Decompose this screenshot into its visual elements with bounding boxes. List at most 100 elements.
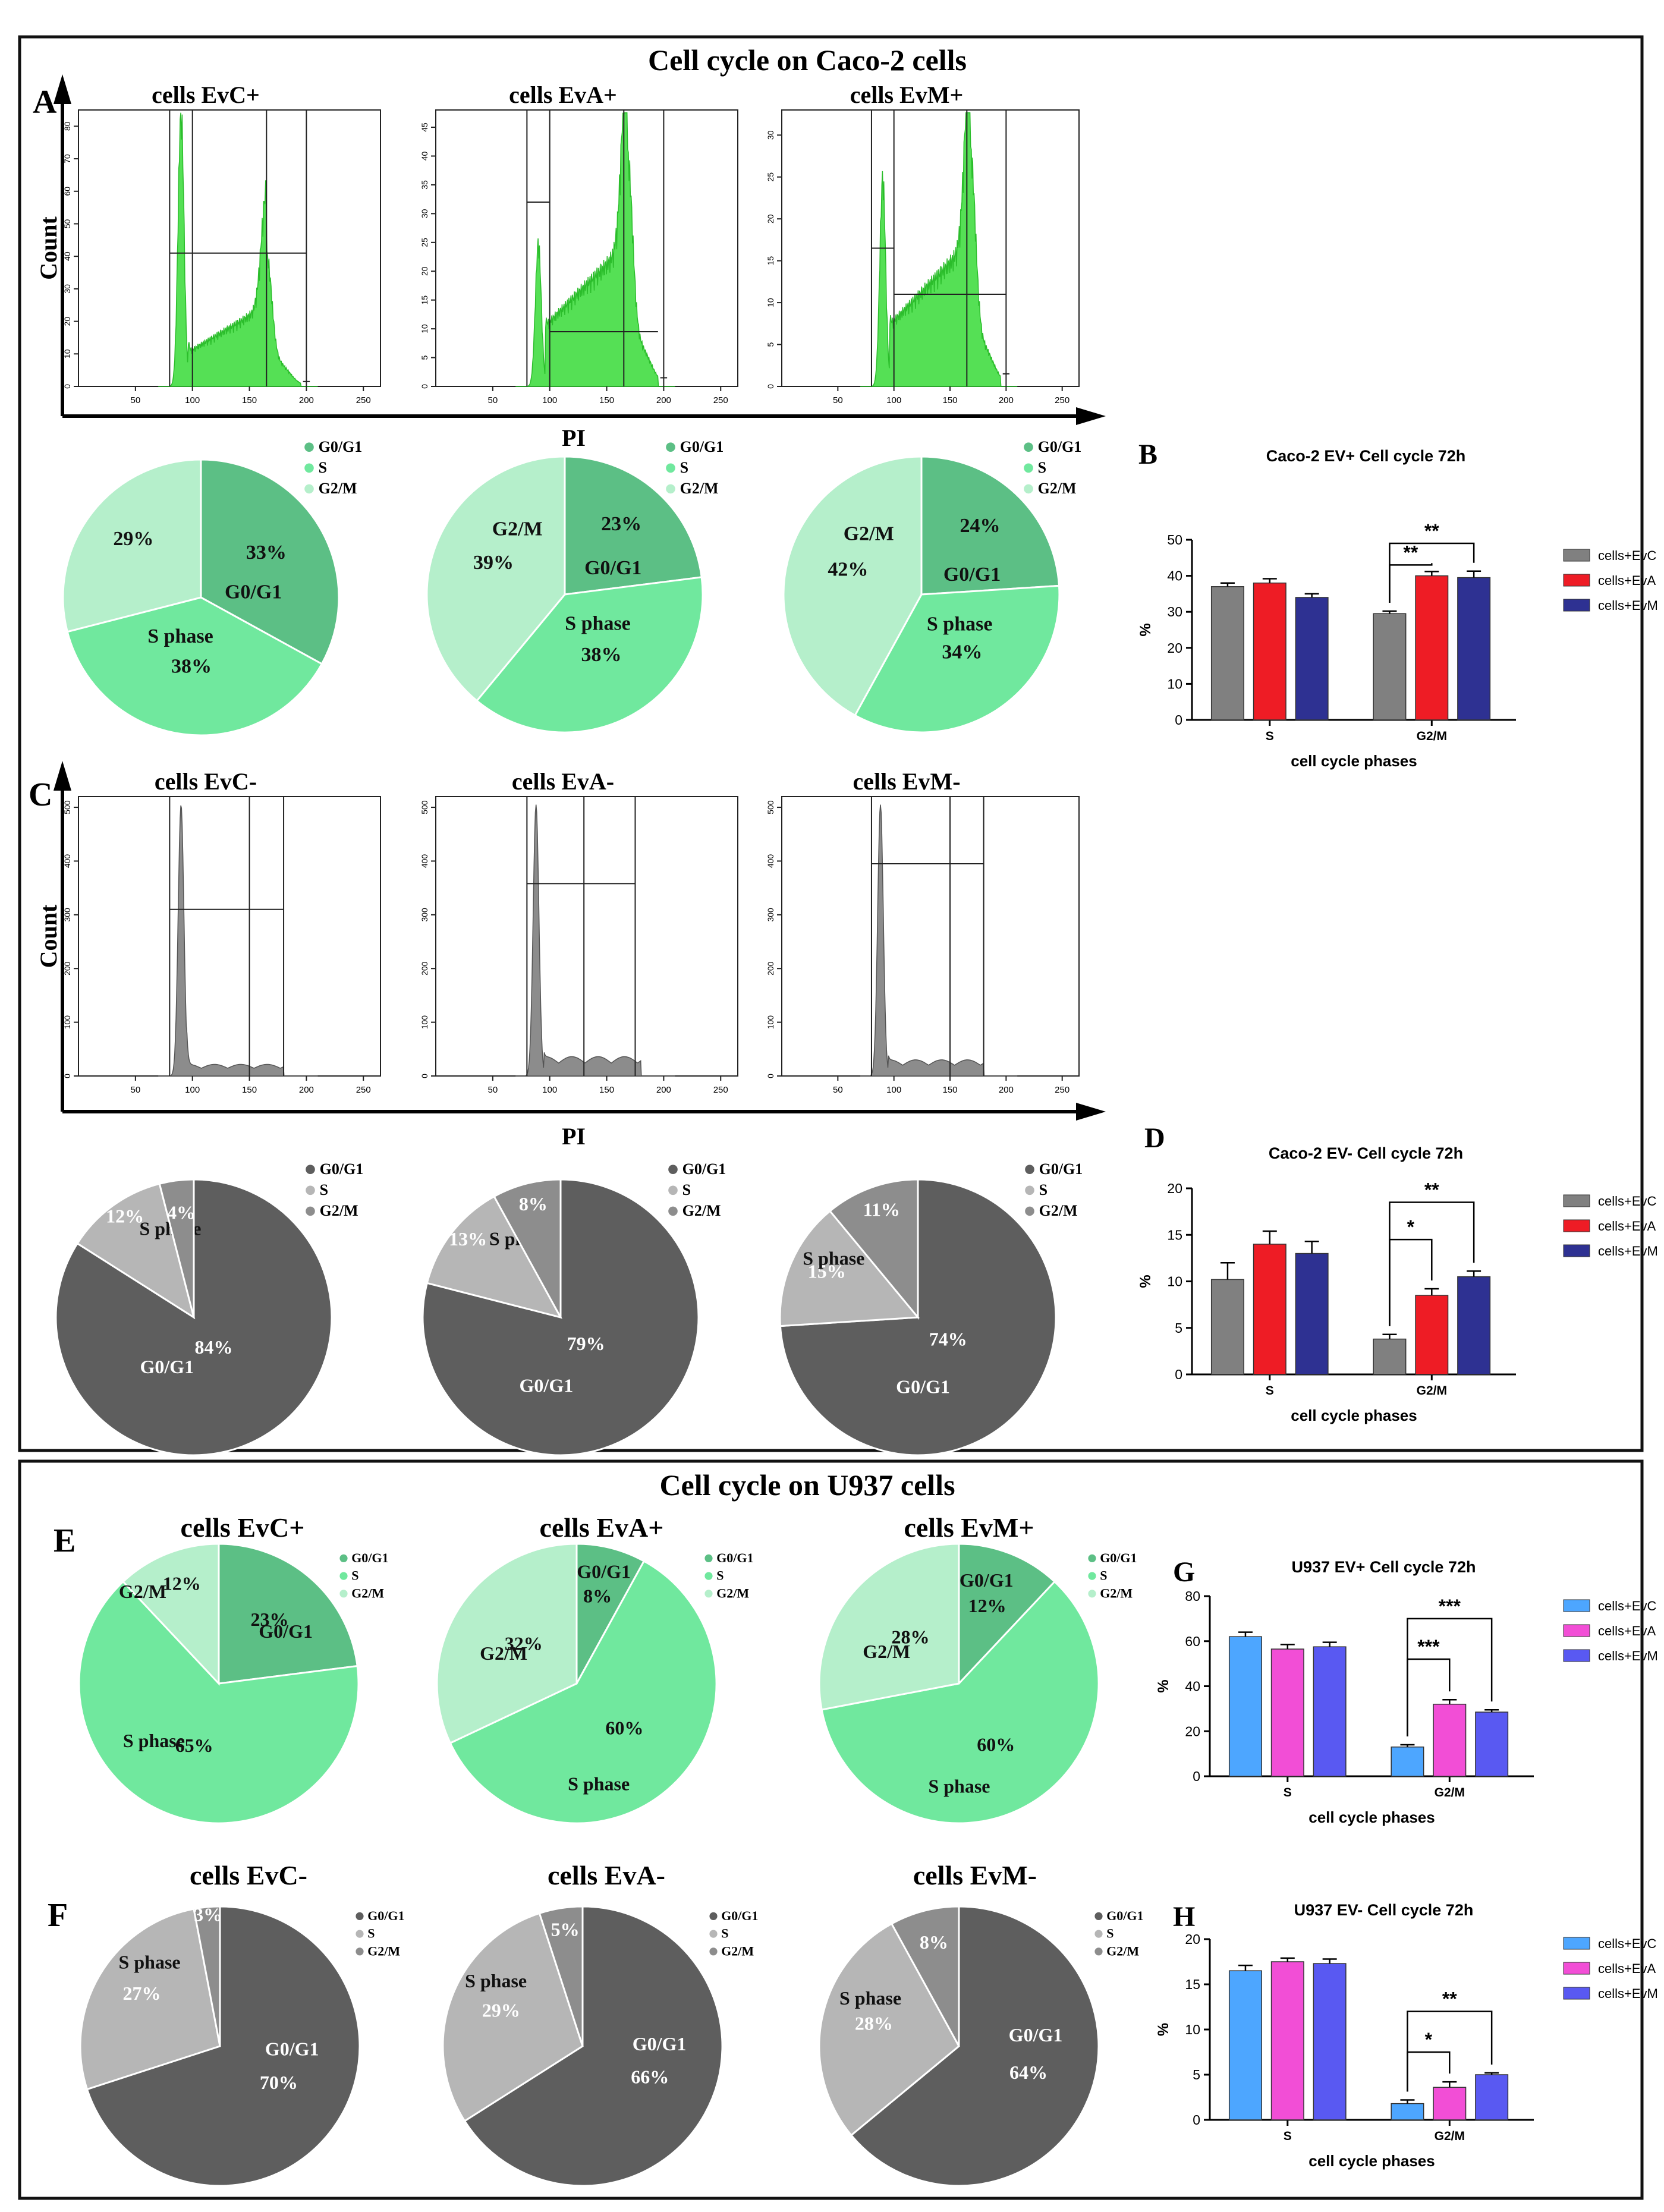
chart-D-bar-2-1 [1457,1276,1491,1375]
chart-D-x-tick-label: S [1266,1384,1274,1398]
chart-G-bar-2-0 [1313,1646,1347,1777]
pie-A-2-legend-swatch-0 [1024,442,1033,452]
row-c-hist-curve [515,804,675,1077]
row-c-y-tick-label: 400 [420,854,429,869]
pie-C-1-legend-2: G2/M [682,1202,721,1219]
row-a-y-tick-label: 30 [420,209,429,218]
pie-C-0-pct-2: 4% [167,1201,196,1223]
panel-letter-g: G [1173,1556,1195,1588]
pie-F-2-slice-2 [890,1905,960,2047]
chart-D-x-label: cell cycle phases [1291,1407,1417,1424]
pie-A-1-name-0: G0/G1 [584,557,641,579]
pie-E-1-name-0: G0/G1 [577,1560,631,1582]
panel-letter-e: E [54,1522,76,1559]
chart-H-y-tick-label: 15 [1185,1977,1200,1992]
chart-B-y-tick-label: 30 [1167,604,1182,619]
pie-E-0-legend-1: S [351,1568,358,1583]
pie-E-1-legend-swatch-2 [704,1590,713,1598]
row-a-y-tick-label: 0 [62,384,72,389]
pie-F-1-legend-swatch-2 [709,1947,718,1956]
pie-C-0-legend-swatch-2 [306,1206,315,1216]
row-a-x-tick-label: 250 [1055,395,1070,405]
u937-title: Cell cycle on U937 cells [659,1468,955,1502]
pie-E-1-legend-swatch-1 [704,1572,713,1580]
pie-C-0-legend-1: S [320,1181,328,1198]
chart-B-bar-1-1 [1415,575,1449,720]
chart-B-bar-0-0 [1210,586,1244,720]
pie-E-0-pct-2: 12% [163,1573,201,1594]
row-c-y-tick-label: 200 [766,961,775,976]
panel-letter-h: H [1173,1901,1195,1933]
row-a-y-tick-label: 30 [62,284,72,294]
pie-E-2-slice-2 [818,1543,960,1711]
row-c-y-tick-label: 300 [766,908,775,922]
row-a-y-tick-label: 45 [420,122,429,132]
row-a-x-tick-label: 50 [488,395,498,405]
row-c-y-tick-label: 300 [420,908,429,922]
pie-A-2-legend-swatch-2 [1024,484,1033,494]
pie-E-2-name-0: G0/G1 [960,1569,1014,1591]
pie-F-1-legend-0: G0/G1 [721,1908,758,1923]
chart-H-legend-swatch-0 [1563,1937,1590,1950]
row-a-y-tick-label: 20 [420,266,429,276]
chart-D-bar-1-0 [1253,1244,1286,1375]
row-a-y-label: Count [35,216,62,279]
pie-A-1-slice-2 [426,455,566,702]
pie-E-0-legend-swatch-0 [339,1554,348,1562]
pie-E-0-title: cells EvC+ [181,1512,305,1543]
chart-H-bar-2-0 [1313,1963,1347,2120]
row-a-y-tick-label: 0 [420,384,429,389]
pie-C-1-pct-2: 8% [519,1193,548,1214]
pie-F-2-legend-swatch-0 [1094,1912,1103,1920]
chart-H-x-tick-label: S [1284,2129,1292,2143]
row-c-x-tick-label: 100 [542,1085,557,1095]
pie-E-0-legend-0: G0/G1 [351,1550,388,1565]
row-c-hist-title: cells EvC- [155,768,257,795]
chart-D-sig-label-0: * [1407,1216,1415,1238]
row-a-x-label: PI [562,424,586,451]
row-a-y-tick-label: 60 [62,187,72,196]
pie-E-1-slice-2 [436,1543,578,1745]
pie-E-1-slice-1 [449,1560,718,1824]
chart-B-sig-bracket-1 [1389,542,1475,603]
pie-A-0-legend-1: S [319,459,327,476]
chart-G-y-label: % [1155,1679,1172,1692]
pie-C-2-legend-swatch-2 [1025,1206,1034,1216]
pie-C-1-legend-swatch-1 [668,1185,678,1195]
pie-A-1-legend-swatch-2 [666,484,675,494]
pie-F-0-name-1: S phase [119,1951,181,1972]
pie-A-1-legend-swatch-1 [666,463,675,473]
chart-B-y-tick-label: 0 [1175,712,1182,728]
row-a-x-tick-label: 150 [242,395,257,405]
chart-G-legend-0: cells+EvC [1598,1599,1657,1613]
pie-A-1-pct-1: 38% [581,644,621,666]
row-a-hist-curve [860,112,1018,387]
chart-G-sig-bracket-1 [1407,1618,1493,1736]
chart-G-bar-0-1 [1391,1747,1424,1777]
row-c-hist-title: cells EvM- [853,768,960,795]
row-a-x-tick-label: 100 [542,395,557,405]
row-a-hist-title: cells EvM+ [850,81,964,108]
chart-H-legend-2: cells+EvM [1598,1986,1658,2001]
pie-F-1-legend-swatch-0 [709,1912,718,1920]
pie-F-1-slice-2 [538,1905,584,2047]
row-a-x-tick-label: 50 [131,395,141,405]
panel-letter-d: D [1144,1122,1165,1154]
chart-G-x-tick-label: G2/M [1435,1786,1465,1799]
row-c-hist-title: cells EvA- [512,768,614,795]
chart-B-bar-2-0 [1295,597,1329,720]
pie-A-2-legend-0: G0/G1 [1038,438,1082,455]
row-c-hist-frame [78,796,381,1077]
pie-C-0-pct-1: 12% [106,1205,144,1226]
row-c-hist-frame [435,796,738,1077]
pie-F-2-name-0: G0/G1 [1009,2024,1063,2046]
row-c-y-tick-label: 300 [62,908,72,922]
pie-F-1-pct-0: 66% [631,2066,669,2087]
chart-D-y-tick-label: 20 [1167,1181,1182,1196]
pie-C-2-legend-swatch-1 [1025,1185,1034,1195]
pie-E-1-pct-1: 60% [605,1717,643,1739]
row-c-y-tick-label: 500 [766,800,775,814]
pie-F-2-legend-2: G2/M [1106,1943,1139,1958]
pie-A-1-pct-2: 39% [473,552,514,574]
pie-C-0-slice-1 [76,1182,196,1320]
